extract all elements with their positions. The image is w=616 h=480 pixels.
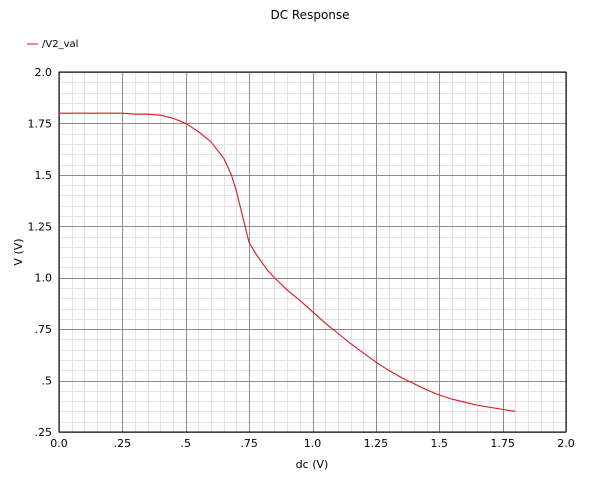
x-tick-label: 0.0 (50, 437, 68, 450)
y-tick-label: .5 (42, 375, 53, 388)
x-tick-label: 1.25 (364, 437, 389, 450)
series-layer (59, 112, 516, 412)
x-axis-label: dc (V) (296, 458, 329, 471)
y-axis-label: V (V) (12, 238, 25, 265)
x-tick-label: .25 (114, 437, 132, 450)
y-tick-label: 1.0 (35, 272, 53, 285)
y-tick-label: 2.0 (35, 66, 53, 79)
x-tick-label: 1.5 (431, 437, 449, 450)
x-tick-label: 2.0 (557, 437, 575, 450)
legend-label-v2-val: /V2_val (42, 39, 78, 50)
x-tick-labels: 0.0 .25 .5 .75 1.0 1.25 1.5 1.75 2.0 (50, 437, 575, 450)
major-grid (59, 72, 567, 433)
y-tick-label: 1.75 (28, 117, 53, 130)
x-tick-label: .5 (181, 437, 192, 450)
chart-title: DC Response (270, 8, 349, 22)
y-tick-label: 1.5 (35, 169, 53, 182)
x-tick-label: 1.75 (490, 437, 515, 450)
plot-area (59, 72, 566, 432)
series-line-v2-val (59, 112, 516, 412)
y-tick-label: .25 (35, 426, 53, 439)
x-tick-label: 1.0 (304, 437, 322, 450)
legend: /V2_val (27, 39, 78, 50)
y-tick-label: 1.25 (28, 220, 53, 233)
y-tick-labels: .25 .5 .75 1.0 1.25 1.5 1.75 2.0 (28, 66, 53, 439)
y-tick-label: .75 (35, 323, 53, 336)
x-tick-label: .75 (240, 437, 258, 450)
plot-frame (58, 71, 567, 433)
